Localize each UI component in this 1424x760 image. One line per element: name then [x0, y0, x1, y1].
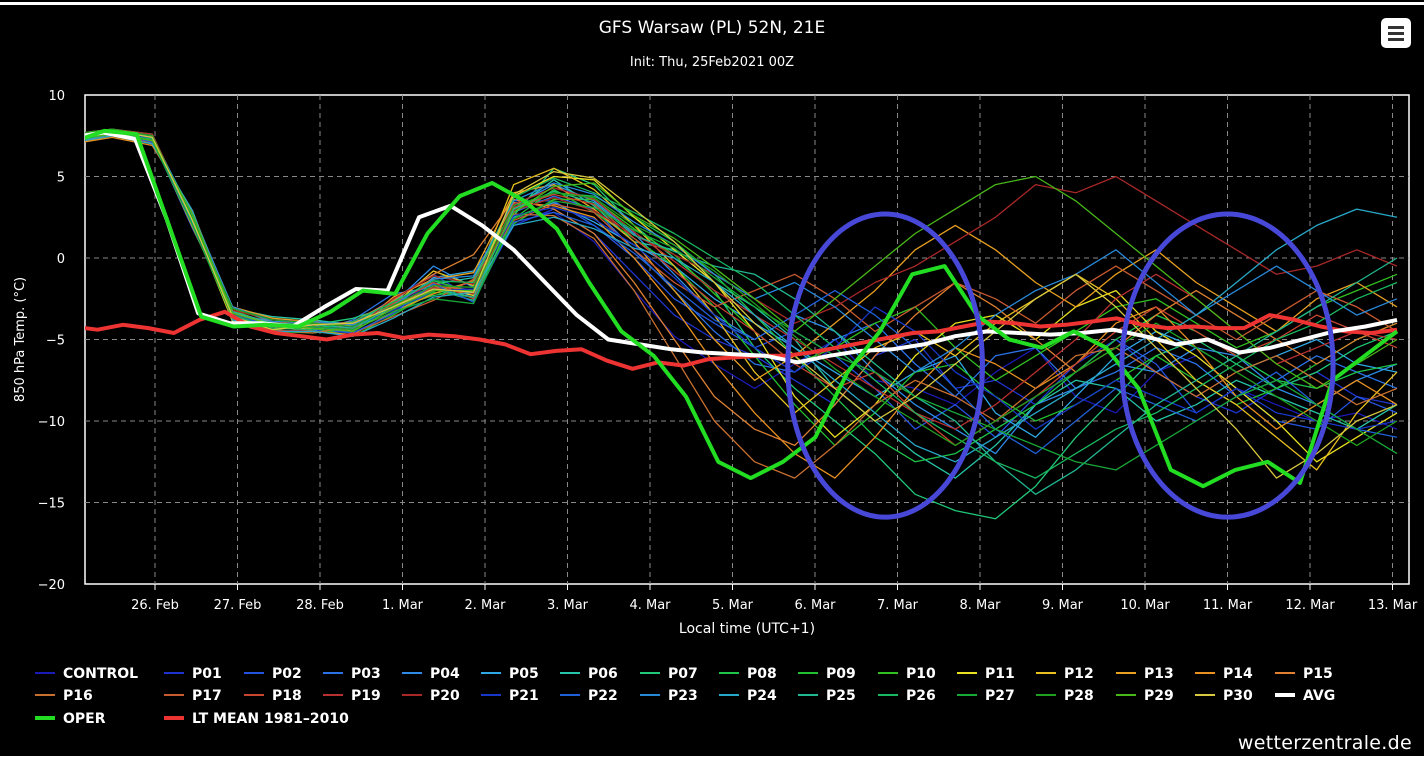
y-tick-label: 5 [57, 171, 65, 186]
y-tick-label: 0 [57, 252, 65, 267]
highlight-circle-1 [785, 211, 985, 520]
legend-label: P02 [272, 666, 302, 682]
legend-label: P10 [906, 666, 936, 682]
x-tick-label: 4. Mar [629, 598, 671, 613]
legend-label: P07 [668, 666, 698, 682]
legend-label: P05 [509, 666, 539, 682]
x-tick-label: 27. Feb [214, 598, 262, 613]
legend-label: P01 [192, 666, 222, 682]
x-tick-label: 10. Mar [1120, 598, 1170, 613]
x-tick-label: 13. Mar [1368, 598, 1418, 613]
series-line-p19 [85, 128, 1398, 430]
x-tick-label: 26. Feb [131, 598, 179, 613]
legend-label: P13 [1144, 666, 1174, 682]
x-tick-label: 11. Mar [1203, 598, 1253, 613]
series-line-p28 [85, 128, 1398, 447]
bottom-border [0, 756, 1424, 760]
legend-label: P12 [1064, 666, 1094, 682]
series-line-p17 [85, 135, 1398, 341]
series-line-control [85, 133, 1398, 430]
legend-label: P17 [192, 688, 222, 704]
x-tick-label: 9. Mar [1042, 598, 1084, 613]
series-line-oper [85, 128, 1399, 489]
legend-label: P26 [906, 688, 936, 704]
series-line-p26 [85, 133, 1398, 479]
series-line-p21 [85, 130, 1398, 430]
legend-label: P18 [272, 688, 302, 704]
top-border [0, 2, 1424, 5]
legend-label: P23 [668, 688, 698, 704]
legend-label: P21 [509, 688, 539, 704]
series-line-p16 [85, 131, 1398, 479]
legend-label: P09 [826, 666, 856, 682]
legend-label: P16 [63, 688, 93, 704]
x-tick-label: 8. Mar [959, 598, 1001, 613]
series-line-p09 [85, 130, 1398, 447]
x-tick-label: 7. Mar [877, 598, 919, 613]
legend-label: P14 [1223, 666, 1253, 682]
y-tick-label: −15 [38, 497, 65, 512]
series-line-p05 [85, 133, 1398, 438]
legend-label: AVG [1303, 688, 1335, 704]
series-line-p13 [85, 133, 1398, 381]
x-tick-label: 12. Mar [1285, 598, 1335, 613]
series-line-lt-mean [85, 309, 1398, 371]
chart-title: GFS Warsaw (PL) 52N, 21E [598, 18, 826, 38]
y-tick-label: −10 [38, 415, 65, 430]
legend-label: CONTROL [63, 666, 138, 682]
legend-label: P28 [1064, 688, 1094, 704]
x-tick-label: 1. Mar [382, 598, 424, 613]
legend-label: P04 [430, 666, 460, 682]
y-tick-label: 10 [48, 89, 65, 104]
y-axis-label: 850 hPa Temp. (°C) [13, 277, 28, 402]
legend-label: P08 [747, 666, 777, 682]
highlight-circle-2 [1119, 211, 1336, 520]
legend-label: P22 [588, 688, 618, 704]
legend-label: P27 [985, 688, 1015, 704]
legend-label: LT MEAN 1981–2010 [192, 711, 349, 727]
series-line-p15 [85, 130, 1398, 447]
series-line-p30 [85, 130, 1398, 479]
legend-label: P20 [430, 688, 460, 704]
credit-text: wetterzentrale.de [1237, 732, 1412, 754]
x-tick-label: 5. Mar [712, 598, 754, 613]
series-line-p08 [85, 131, 1398, 463]
menu-icon[interactable] [1381, 18, 1411, 48]
legend-label: P29 [1144, 688, 1174, 704]
legend-label: P19 [351, 688, 381, 704]
legend-label: P11 [985, 666, 1015, 682]
legend-label: P03 [351, 666, 381, 682]
chart-subtitle: Init: Thu, 25Feb2021 00Z [629, 55, 795, 70]
x-axis-label: Local time (UTC+1) [679, 621, 815, 637]
x-tick-label: 28. Feb [296, 598, 344, 613]
y-tick-label: −5 [46, 334, 65, 349]
legend-label: P15 [1303, 666, 1333, 682]
series-line-p18 [85, 130, 1398, 447]
legend-label: P25 [826, 688, 856, 704]
legend-label: P24 [747, 688, 777, 704]
x-tick-label: 6. Mar [794, 598, 836, 613]
y-tick-label: −20 [38, 578, 65, 593]
series-line-p01 [85, 130, 1398, 414]
x-tick-label: 3. Mar [547, 598, 589, 613]
legend-label: P06 [588, 666, 618, 682]
x-tick-label: 2. Mar [464, 598, 506, 613]
legend-label: OPER [63, 711, 106, 727]
legend-label: P30 [1223, 688, 1253, 704]
